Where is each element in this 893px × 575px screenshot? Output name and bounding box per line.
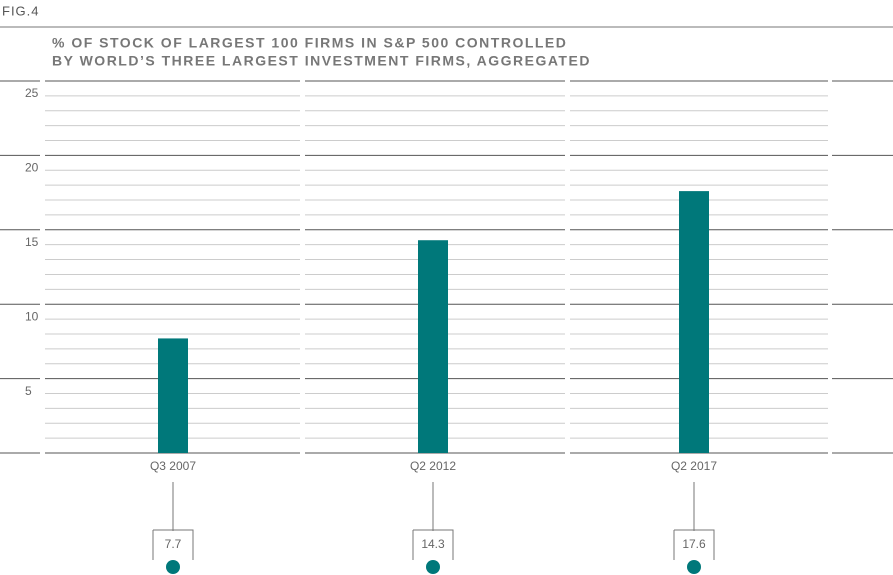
y-tick-label: 20 [25,161,39,175]
x-tick-label: Q3 2007 [150,459,196,473]
x-tick-label: Q2 2012 [410,459,456,473]
chart-title: % OF STOCK OF LARGEST 100 FIRMS IN S&P 5… [52,35,567,51]
label-box-edge [673,529,715,560]
y-tick-label: 15 [25,235,39,249]
label-box-edge [412,529,454,560]
marker-dot [426,560,440,574]
x-tick-label: Q2 2017 [671,459,717,473]
marker-dot [687,560,701,574]
marker-dot [166,560,180,574]
label-bg [675,531,713,559]
label-bg [414,531,452,559]
bar [418,240,448,453]
value-label: 17.6 [682,537,706,551]
y-tick-label: 5 [25,384,32,398]
y-tick-label: 10 [25,309,39,323]
label-box-edge [152,529,194,560]
value-label: 7.7 [165,537,182,551]
y-tick-label: 25 [25,86,39,100]
figure-label: FIG.4 [2,3,40,18]
value-label: 14.3 [421,537,445,551]
bar [679,191,709,453]
label-bg [154,531,192,559]
bar [158,338,188,453]
chart-subtitle: BY WORLD’S THREE LARGEST INVESTMENT FIRM… [52,53,591,69]
